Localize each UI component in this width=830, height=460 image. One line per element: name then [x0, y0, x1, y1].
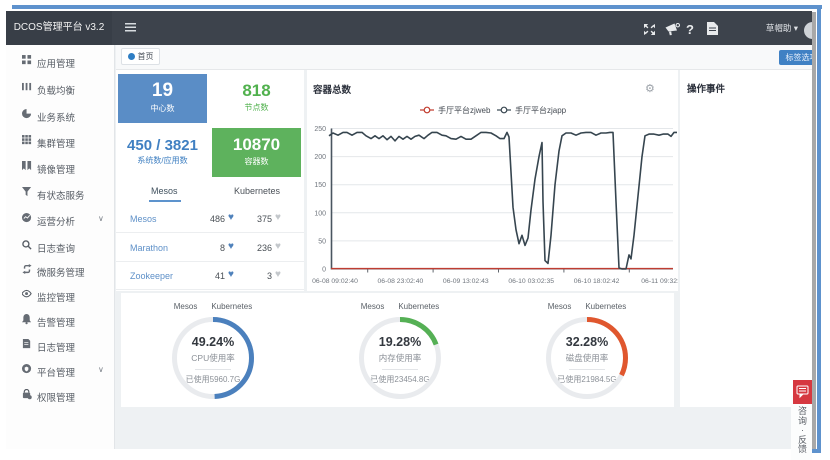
svg-text:150: 150 — [314, 182, 326, 189]
svg-text:手厅平台zjweb: 手厅平台zjweb — [438, 105, 491, 115]
svg-text:06-10 03:02:35: 06-10 03:02:35 — [508, 278, 554, 285]
svg-text:06-08 09:02:40: 06-08 09:02:40 — [312, 278, 358, 285]
svg-text:250: 250 — [314, 126, 326, 133]
svg-text:0: 0 — [322, 267, 326, 274]
svg-text:手厅平台zjapp: 手厅平台zjapp — [515, 105, 567, 115]
svg-text:200: 200 — [314, 154, 326, 161]
svg-text:100: 100 — [314, 210, 326, 217]
svg-text:06-11 09:32:3: 06-11 09:32:3 — [641, 278, 678, 285]
svg-text:06-09 13:02:43: 06-09 13:02:43 — [443, 278, 489, 285]
svg-text:06-10 18:02:42: 06-10 18:02:42 — [574, 278, 620, 285]
svg-text:06-08 23:02:40: 06-08 23:02:40 — [378, 278, 424, 285]
svg-text:50: 50 — [318, 238, 326, 245]
